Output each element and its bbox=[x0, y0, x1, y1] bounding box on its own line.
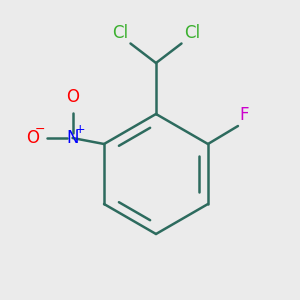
Text: O: O bbox=[66, 88, 79, 106]
Text: +: + bbox=[75, 123, 86, 136]
Text: Cl: Cl bbox=[184, 24, 200, 42]
Text: F: F bbox=[239, 106, 249, 124]
Text: N: N bbox=[66, 129, 79, 147]
Text: Cl: Cl bbox=[112, 24, 128, 42]
Text: O: O bbox=[26, 129, 40, 147]
Text: −: − bbox=[34, 122, 45, 136]
